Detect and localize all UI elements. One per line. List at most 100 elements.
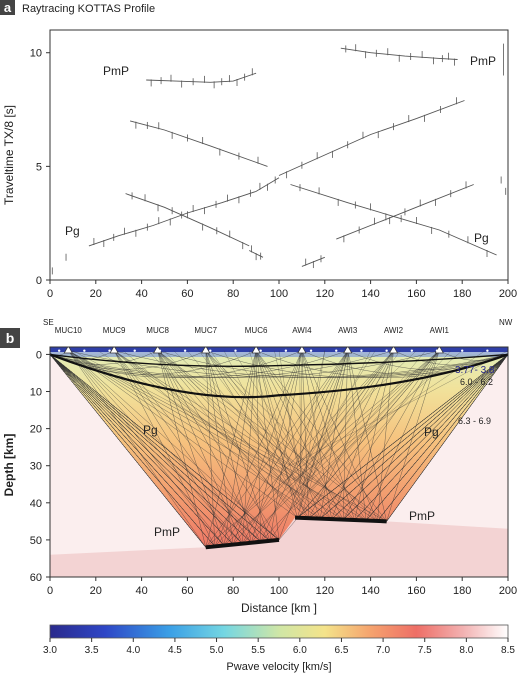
y-tick-label: 10	[30, 48, 42, 60]
ray	[114, 350, 508, 378]
station-label: AWI3	[338, 326, 358, 335]
x-tick-label: 180	[453, 288, 471, 300]
colorbar-tick-label: 5.5	[251, 645, 265, 656]
shot-marker	[158, 349, 162, 352]
station-marker	[251, 347, 261, 354]
station-labels: MUC10 MUC9 MUC8 MUC7 MUC6 AWI4 AWI3 AWI2 AWI1	[55, 326, 450, 335]
colorbar-tick-label: 4.5	[168, 645, 182, 656]
shot-marker	[83, 349, 86, 352]
panel-b-ylabel: Depth [km]	[2, 434, 16, 497]
pg-label-b-right: Pg	[424, 425, 439, 439]
colorbar-tick-label: 6.5	[335, 645, 349, 656]
velocity-label-upper: 6.0 - 6.2	[460, 377, 493, 387]
station-marker	[297, 347, 307, 354]
shot-marker	[385, 349, 388, 352]
panel-a-title: Raytracing KOTTAS Profile	[22, 3, 155, 15]
ray	[274, 350, 325, 466]
station-marker	[388, 347, 399, 354]
y-tick-label: 40	[30, 498, 42, 510]
x-tick-label: 0	[47, 288, 53, 300]
shot-marker	[335, 349, 338, 352]
colorbar-tick-label: 7.5	[418, 645, 432, 656]
y-tick-label: 60	[30, 572, 42, 584]
ray	[164, 350, 451, 511]
shot-marker	[461, 349, 464, 352]
ray	[223, 350, 371, 496]
shot-marker	[57, 349, 61, 352]
ray	[173, 350, 417, 466]
shot-marker	[284, 349, 288, 352]
x-tick-label: 0	[47, 585, 53, 597]
station-marker	[343, 347, 353, 354]
station-label: AWI1	[430, 326, 450, 335]
colorbar-ramp	[49, 624, 509, 639]
water-layer	[50, 347, 508, 352]
pmp-label-left: PmP	[103, 64, 129, 78]
y-tick-label: 10	[30, 387, 42, 399]
y-tick-label: 0	[36, 349, 42, 361]
traveltime-curve	[290, 184, 497, 256]
x-tick-label: 60	[181, 585, 193, 597]
traveltime-curve	[125, 193, 250, 247]
colorbar-tick-label: 8.5	[501, 645, 515, 656]
ray	[198, 350, 394, 481]
traveltime-curve	[278, 100, 465, 176]
x-tick-label: 140	[361, 288, 379, 300]
ray	[72, 350, 508, 466]
colorbar-tick-label: 4.0	[126, 645, 140, 656]
colorbar-tick-label: 7.0	[376, 645, 390, 656]
x-tick-label: 100	[270, 288, 288, 300]
ray	[249, 350, 348, 511]
x-tick-label: 120	[316, 288, 334, 300]
shot-marker	[259, 349, 262, 352]
shot-marker	[360, 349, 363, 352]
x-tick-label: 40	[135, 585, 147, 597]
x-tick-label: 140	[361, 585, 379, 597]
x-tick-label: 160	[407, 585, 425, 597]
panel-a-letter: a	[4, 0, 12, 15]
velocity-label-lower: 6.3 - 6.9	[458, 416, 491, 426]
ray	[210, 350, 401, 481]
x-tick-label: 40	[135, 288, 147, 300]
pg-label-right: Pg	[474, 231, 489, 245]
se-label: SE	[43, 318, 54, 327]
x-tick-label: 160	[407, 288, 425, 300]
shot-marker	[435, 349, 439, 352]
y-tick-label: 5	[36, 161, 42, 173]
shot-marker	[183, 349, 187, 352]
colorbar-label: Pwave velocity [km/s]	[226, 661, 331, 673]
x-tick-label: 80	[227, 288, 239, 300]
traveltime-curve	[129, 120, 268, 167]
sediment-layer	[50, 352, 508, 357]
shot-marker	[309, 349, 313, 352]
colorbar-tick-label: 8.0	[459, 645, 473, 656]
x-tick-label: 200	[499, 288, 517, 300]
panel-b-badge	[0, 328, 20, 348]
shot-marker	[209, 349, 212, 352]
panel-b-yticks: 0 10 20 30 40 50 60	[30, 349, 50, 584]
pmp-label-b-right: PmP	[409, 509, 435, 523]
panel-a-series	[51, 43, 507, 275]
station-label: MUC6	[245, 326, 268, 335]
ray	[148, 350, 440, 511]
traveltime-curve	[88, 177, 280, 247]
station-marker	[201, 347, 211, 354]
ray	[123, 350, 463, 496]
x-tick-label: 180	[453, 585, 471, 597]
station-label: MUC7	[194, 326, 217, 335]
x-tick-label: 200	[499, 585, 517, 597]
colorbar-tick-label: 3.0	[43, 645, 57, 656]
panel-a-xticks: 0 20 40 60 80 100 120 140 160 180 200	[47, 280, 517, 300]
moho-reflector	[205, 537, 280, 550]
x-tick-label: 20	[90, 288, 102, 300]
y-tick-label: 0	[36, 275, 42, 287]
panel-b-xticks: 0 20 40 60 80 100 120 140 160 180 200	[47, 577, 517, 597]
panel-b-letter: b	[6, 330, 15, 346]
x-tick-label: 120	[316, 585, 334, 597]
pg-label-b-left: Pg	[143, 423, 158, 437]
y-tick-label: 50	[30, 535, 42, 547]
x-tick-label: 100	[270, 585, 288, 597]
stations	[57, 347, 489, 354]
panel-b: b SE NW MUC10 MUC9 MUC8 MUC7 MUC6 AWI4 AWI3 AWI…	[0, 318, 517, 615]
